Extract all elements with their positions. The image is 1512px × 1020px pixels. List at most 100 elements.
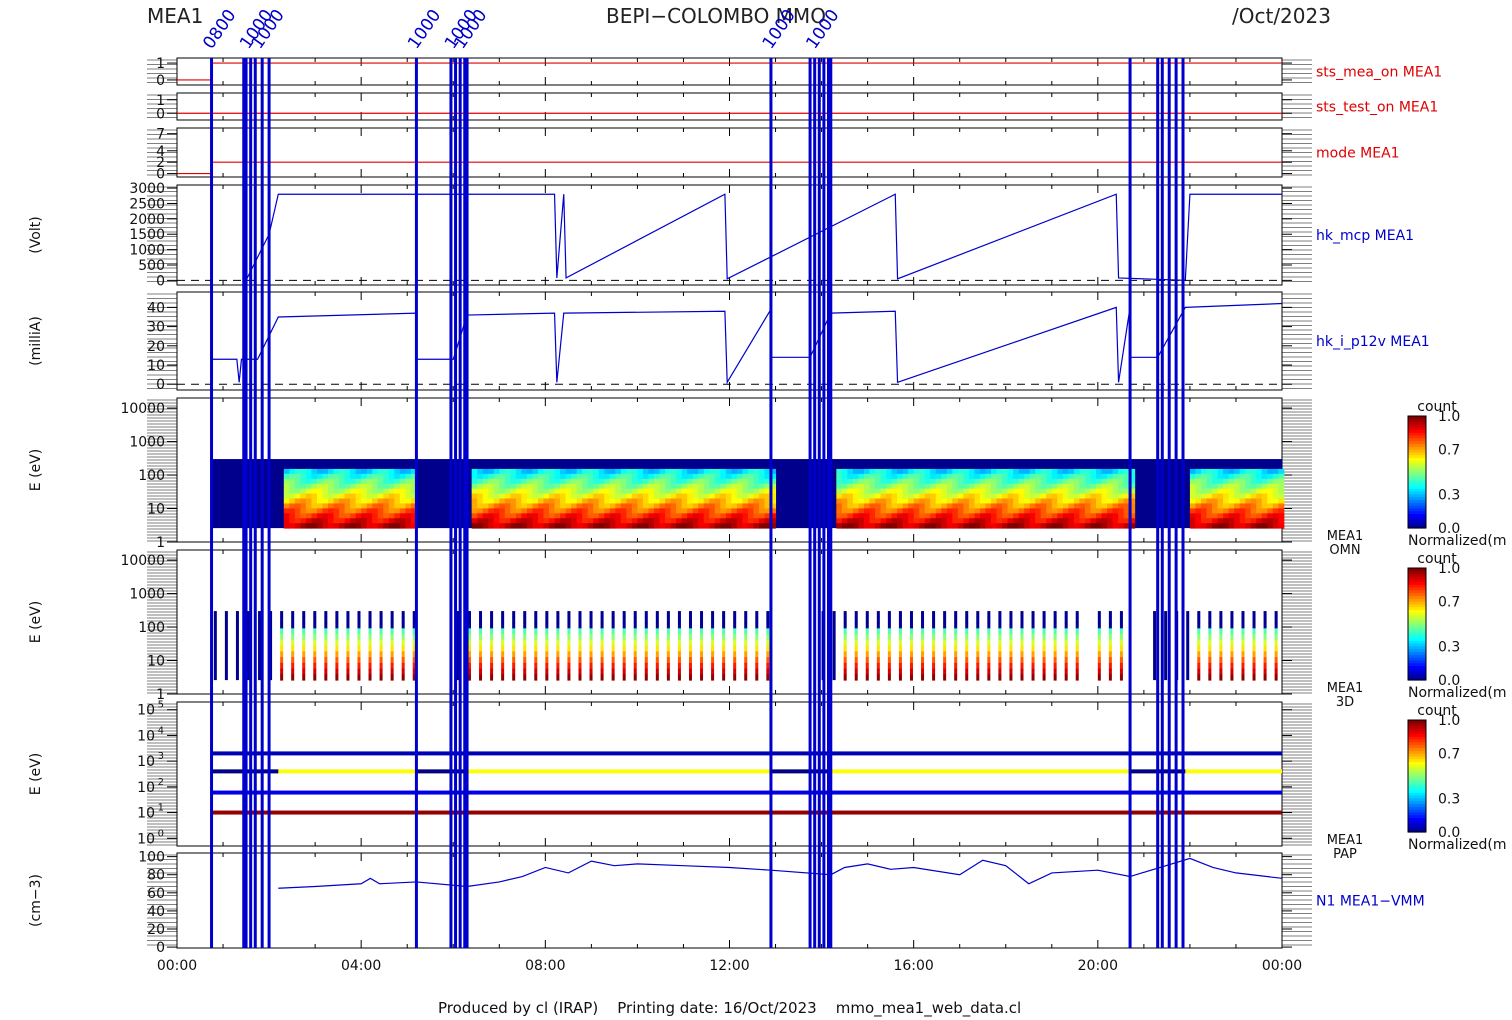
3d-cell xyxy=(644,674,648,681)
3d-cell xyxy=(335,611,339,618)
omn-cell xyxy=(924,488,931,495)
omn-cell xyxy=(1228,473,1235,480)
omn-cell xyxy=(946,483,953,490)
3d-cell xyxy=(633,611,637,618)
3d-cell xyxy=(865,616,869,624)
omn-cell xyxy=(919,523,926,529)
3d-cell xyxy=(633,628,637,635)
3d-cell xyxy=(390,611,394,618)
3d-cell xyxy=(677,634,681,641)
omn-cell xyxy=(1007,503,1014,509)
3d-cell xyxy=(324,639,328,647)
omn-cell xyxy=(1200,468,1207,475)
omn-cell xyxy=(571,488,578,495)
3d-cell xyxy=(534,668,538,675)
omn-cell xyxy=(930,488,937,495)
omn-cell xyxy=(571,503,578,509)
omn-cell xyxy=(742,518,749,524)
omn-cell xyxy=(1239,483,1246,490)
3d-cell xyxy=(1263,611,1267,618)
omn-cell xyxy=(1239,478,1246,485)
omn-cell xyxy=(1212,503,1219,509)
omn-cell xyxy=(582,468,589,475)
3d-cell xyxy=(346,668,350,675)
omn-cell xyxy=(593,478,600,485)
omn-cell xyxy=(355,518,362,524)
3d-cell xyxy=(766,634,770,641)
omn-cell xyxy=(1267,523,1274,529)
omn-cell xyxy=(388,513,395,519)
series-line-4-0 xyxy=(211,302,1283,385)
omn-cell xyxy=(576,473,583,480)
3d-cell xyxy=(843,651,847,658)
omn-cell xyxy=(1217,483,1224,490)
3d-cell xyxy=(655,657,659,664)
omn-cell xyxy=(963,513,970,519)
omn-cell xyxy=(764,488,771,495)
omn-cell xyxy=(532,518,539,524)
3d-cell xyxy=(1064,639,1068,647)
omn-cell xyxy=(1245,483,1252,490)
omn-cell xyxy=(648,493,655,500)
3d-cell xyxy=(711,657,715,664)
omn-cell xyxy=(930,523,937,529)
omn-cell xyxy=(554,483,561,490)
omn-cell xyxy=(941,473,948,480)
omn-cell xyxy=(604,518,611,524)
omn-cell xyxy=(642,518,649,524)
omn-cell xyxy=(742,523,749,529)
omn-cell xyxy=(477,468,484,475)
omn-cell xyxy=(510,483,517,490)
3d-cell xyxy=(335,622,339,629)
omn-cell xyxy=(902,518,909,524)
omn-cell xyxy=(913,493,920,500)
omn-cell xyxy=(355,513,362,519)
3d-cell xyxy=(523,645,527,652)
colorbar-cell xyxy=(1408,668,1426,673)
omn-cell xyxy=(615,473,622,480)
omn-cell xyxy=(488,518,495,524)
omn-cell xyxy=(504,493,511,500)
omn-cell xyxy=(648,478,655,485)
3d-cell xyxy=(611,634,615,641)
omn-cell xyxy=(847,503,854,509)
omn-cell xyxy=(836,503,843,509)
omn-cell xyxy=(1035,473,1042,480)
omn-cell xyxy=(1068,523,1075,529)
omn-cell xyxy=(913,468,920,475)
y-tick-label: 7 xyxy=(156,127,165,143)
omn-cell xyxy=(350,518,357,524)
3d-cell xyxy=(943,616,947,624)
omn-cell xyxy=(543,478,550,485)
colorbar-frame xyxy=(1407,415,1427,529)
omn-cell xyxy=(1095,478,1103,485)
3d-cell xyxy=(379,668,383,675)
3d-cell xyxy=(898,674,902,681)
omn-cell xyxy=(709,488,716,495)
3d-cell xyxy=(1053,645,1057,652)
omn-cell xyxy=(582,488,589,495)
3d-cell xyxy=(987,668,991,675)
3d-cell xyxy=(987,651,991,658)
omn-cell xyxy=(1095,493,1103,500)
3d-cell xyxy=(898,651,902,658)
omn-cell xyxy=(924,513,931,519)
3d-cell xyxy=(291,674,295,681)
omn-cell xyxy=(339,478,346,485)
omn-cell xyxy=(681,503,688,509)
3d-cell xyxy=(567,645,571,652)
3d-cell xyxy=(368,668,372,675)
omn-cell xyxy=(1261,488,1268,495)
omn-cell xyxy=(294,488,301,495)
omn-cell xyxy=(676,523,683,529)
omn-cell xyxy=(339,523,346,529)
omn-cell xyxy=(979,488,986,495)
omn-cell xyxy=(869,523,876,529)
omn-cell xyxy=(1245,523,1252,529)
omn-cell xyxy=(1272,513,1279,519)
3d-cell xyxy=(357,668,361,675)
omn-cell xyxy=(615,513,622,519)
omn-cell xyxy=(532,468,539,475)
omn-cell xyxy=(1189,478,1196,485)
3d-cell xyxy=(589,628,593,635)
